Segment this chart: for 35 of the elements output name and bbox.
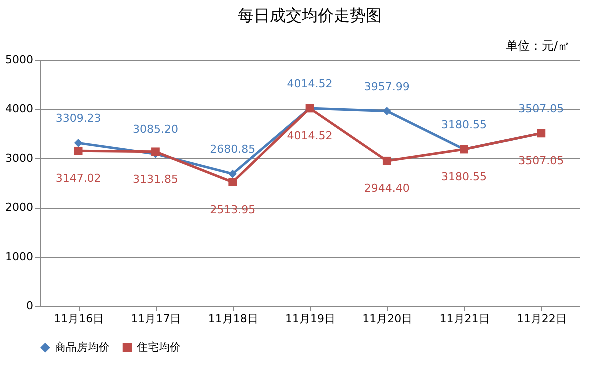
x-tick-label: 11月20日: [362, 312, 413, 326]
data-label: 2944.40: [364, 182, 410, 196]
data-label: 3180.55: [442, 118, 488, 132]
point: [74, 139, 83, 148]
y-tick-label: 4000: [6, 102, 34, 116]
y-tick-label: 0: [26, 300, 34, 312]
point: [152, 148, 160, 156]
point: [228, 178, 238, 186]
y-tick-label: 1000: [6, 250, 34, 264]
data-label: 4014.52: [287, 129, 333, 142]
point: [74, 146, 83, 156]
data-label: 3309.23: [56, 112, 102, 126]
x-tick-label: 11月22日: [516, 312, 567, 326]
data-label: 4014.52: [287, 77, 333, 90]
x-tick-label: 11月17日: [131, 312, 182, 326]
y-tick-label: 3000: [6, 152, 34, 165]
x-tick-label: 11月19日: [286, 312, 336, 326]
data-label: 3957.99: [364, 80, 410, 94]
x-tick-label: 11月18日: [208, 312, 258, 326]
point: [382, 156, 392, 166]
y-tick-label: 5000: [6, 54, 34, 66]
x-tick-label: 11月16日: [54, 312, 104, 326]
chart-title: 每日成交均价走势图: [238, 6, 382, 25]
legend-label: 商品房均价: [55, 340, 110, 354]
x-tick-label: 11月21日: [440, 312, 490, 326]
data-label: 2680.85: [210, 143, 256, 156]
data-label: 3147.02: [56, 172, 102, 186]
text: 单位：元/㎡: [506, 38, 570, 55]
data-label: 3085.20: [132, 123, 178, 136]
point: [382, 107, 392, 116]
legend-label: 住宅均价: [137, 340, 181, 354]
data-label: 3131.85: [132, 172, 178, 186]
data-label: 3180.55: [442, 170, 488, 184]
point: [228, 170, 238, 178]
y-tick-label: 2000: [6, 201, 34, 214]
